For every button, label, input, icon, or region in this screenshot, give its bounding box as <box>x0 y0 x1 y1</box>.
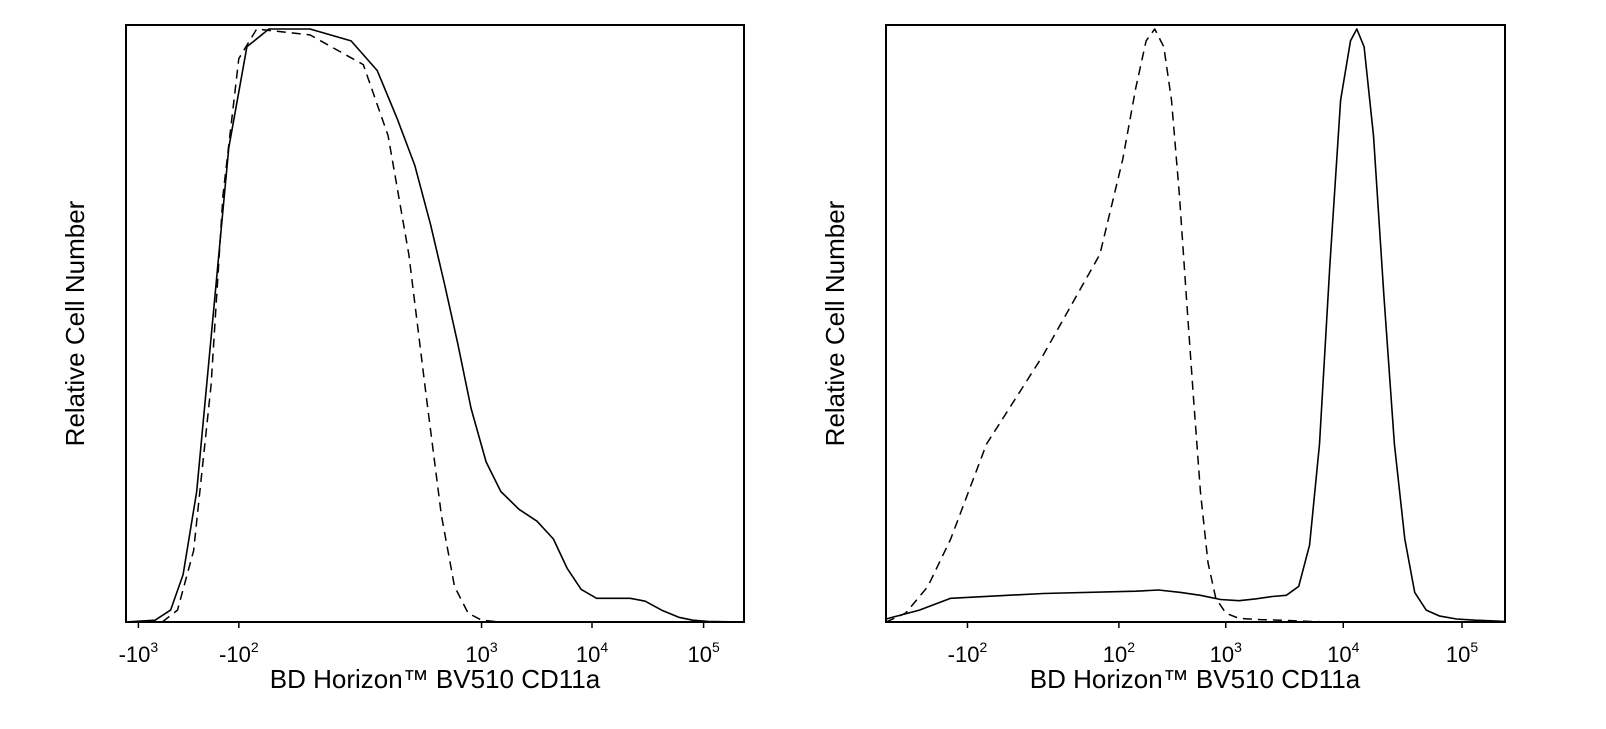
solid-histogram-curve <box>885 28 1506 623</box>
plot-frame <box>885 24 1506 623</box>
x-tick-label: 104 <box>576 639 608 667</box>
x-axis-label: BD Horizon™ BV510 CD11a <box>270 664 601 694</box>
x-tick-label: 104 <box>1327 639 1359 667</box>
x-tick-label: 102 <box>1103 639 1135 667</box>
x-tick-label: -103 <box>119 639 159 667</box>
solid-histogram-curve <box>125 28 745 623</box>
x-tick-label: 105 <box>687 639 719 667</box>
plot-frame <box>125 24 745 623</box>
x-tick-label: -102 <box>948 639 988 667</box>
x-tick-label: 103 <box>1210 639 1242 667</box>
dashed-histogram-curve <box>885 28 1505 623</box>
dashed-histogram-curve <box>161 28 744 623</box>
x-axis-label: BD Horizon™ BV510 CD11a <box>1030 664 1361 694</box>
histogram-panel-2: -102 102 103 104 105 BD Horizon™ BV510 CD11a R… <box>820 24 1506 694</box>
y-axis-label: Relative Cell Number <box>60 200 90 446</box>
x-tick-label: -102 <box>219 639 259 667</box>
x-tick-label: 105 <box>1446 639 1478 667</box>
histogram-panel-1: -103 -102 103 104 105 BD Horizon™ BV510 CD11a… <box>60 24 745 694</box>
y-axis-label: Relative Cell Number <box>820 200 850 446</box>
x-tick-label: 103 <box>465 639 497 667</box>
